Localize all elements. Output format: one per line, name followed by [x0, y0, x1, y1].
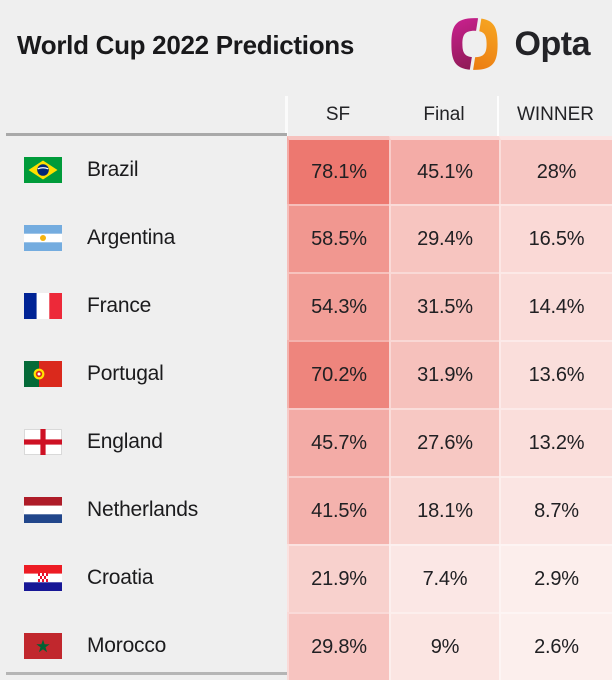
england-flag-icon [24, 429, 62, 455]
team-cell: Brazil [0, 136, 287, 204]
table-row: France 54.3% 31.5% 14.4% [0, 272, 612, 340]
table-row: Brazil 78.1% 45.1% 28% [0, 136, 612, 204]
final-probability-cell: 45.1% [389, 136, 499, 204]
column-header-winner: WINNER [516, 104, 595, 125]
final-probability-cell: 9% [389, 612, 499, 680]
winner-probability-cell: 8.7% [499, 476, 612, 544]
winner-probability-cell: 13.6% [499, 340, 612, 408]
sf-probability-cell: 21.9% [287, 544, 389, 612]
sf-probability-cell: 41.5% [287, 476, 389, 544]
netherlands-flag-icon [24, 497, 62, 523]
winner-probability-cell: 28% [499, 136, 612, 204]
table-top-rule [6, 133, 287, 136]
column-header-final: Final [423, 104, 465, 125]
portugal-flag-icon [24, 361, 62, 387]
sf-probability-cell: 58.5% [287, 204, 389, 272]
column-header-sf: SF [325, 104, 351, 125]
opta-logo-icon [450, 18, 498, 70]
team-name: England [87, 430, 163, 453]
table-row: Croatia 21.9% 7.4% 2.9% [0, 544, 612, 612]
final-probability-cell: 18.1% [389, 476, 499, 544]
table-row: Portugal 70.2% 31.9% 13.6% [0, 340, 612, 408]
team-name: Morocco [87, 634, 167, 657]
team-name: Argentina [87, 226, 176, 249]
winner-probability-cell: 14.4% [499, 272, 612, 340]
team-cell: Croatia [0, 544, 287, 612]
croatia-flag-icon [24, 565, 62, 591]
sf-probability-cell: 29.8% [287, 612, 389, 680]
team-name: Netherlands [87, 498, 199, 521]
sf-probability-cell: 54.3% [287, 272, 389, 340]
table-bottom-rule [6, 672, 287, 675]
header-column-gap [285, 96, 288, 136]
prediction-table: Brazil 78.1% 45.1% 28% Argentina 58.5% 2… [0, 136, 612, 680]
team-cell: England [0, 408, 287, 476]
team-name: Croatia [87, 566, 154, 589]
page-title: World Cup 2022 Predictions [17, 30, 355, 60]
final-probability-cell: 29.4% [389, 204, 499, 272]
winner-probability-cell: 2.6% [499, 612, 612, 680]
brazil-flag-icon [24, 157, 62, 183]
final-probability-cell: 27.6% [389, 408, 499, 476]
france-flag-icon [24, 293, 62, 319]
winner-column-divider [497, 96, 499, 136]
table-row: Morocco 29.8% 9% 2.6% [0, 612, 612, 680]
final-probability-cell: 7.4% [389, 544, 499, 612]
team-cell: Portugal [0, 340, 287, 408]
team-cell: Argentina [0, 204, 287, 272]
argentina-flag-icon [24, 225, 62, 251]
team-cell: France [0, 272, 287, 340]
opta-logo: Opta [447, 15, 591, 73]
table-row: England 45.7% 27.6% 13.2% [0, 408, 612, 476]
team-cell: Netherlands [0, 476, 287, 544]
sf-probability-cell: 45.7% [287, 408, 389, 476]
sf-probability-cell: 78.1% [287, 136, 389, 204]
table-row: Argentina 58.5% 29.4% 16.5% [0, 204, 612, 272]
team-name: Brazil [87, 158, 139, 181]
opta-logo-text: Opta [514, 24, 591, 63]
team-cell: Morocco [0, 612, 287, 680]
final-probability-cell: 31.5% [389, 272, 499, 340]
morocco-flag-icon [24, 633, 62, 659]
sf-probability-cell: 70.2% [287, 340, 389, 408]
winner-probability-cell: 13.2% [499, 408, 612, 476]
winner-probability-cell: 2.9% [499, 544, 612, 612]
table-row: Netherlands 41.5% 18.1% 8.7% [0, 476, 612, 544]
winner-probability-cell: 16.5% [499, 204, 612, 272]
team-name: Portugal [87, 362, 164, 385]
final-probability-cell: 31.9% [389, 340, 499, 408]
team-name: France [87, 294, 152, 317]
